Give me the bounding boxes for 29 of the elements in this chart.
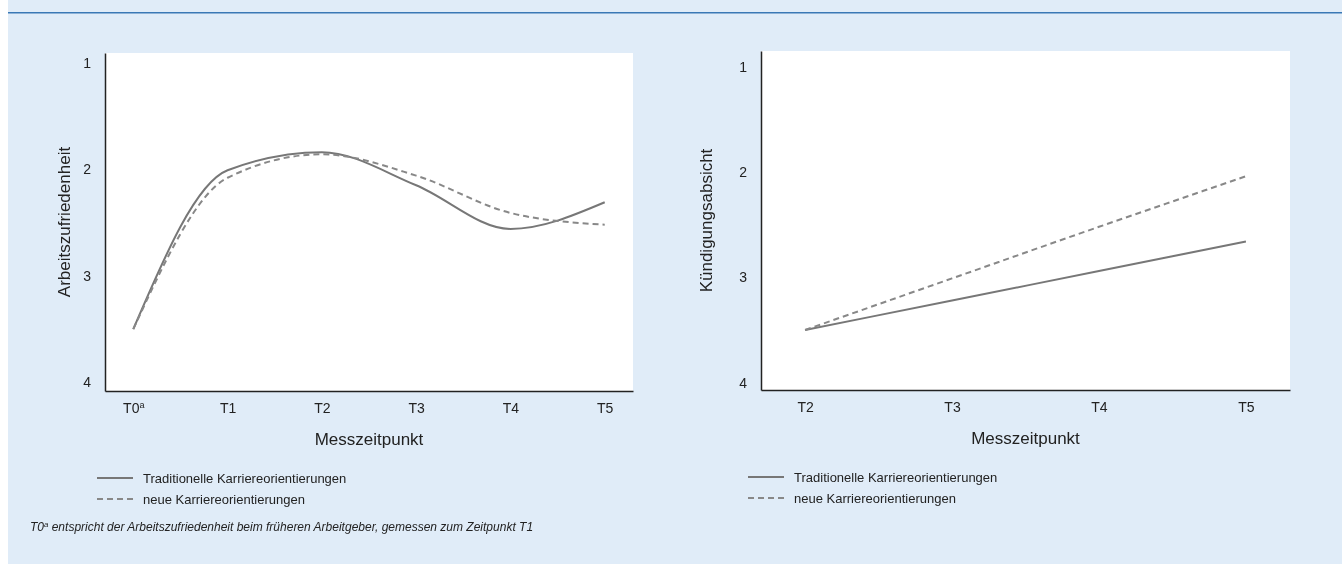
y-tick-label: 3 — [739, 269, 748, 286]
legend-label: Traditionelle Karriereorientierungen — [794, 470, 998, 485]
x-tick-label: T3 — [408, 399, 426, 416]
x-tick-label: T5 — [1238, 398, 1255, 415]
y-tick-label: 3 — [83, 267, 92, 284]
y-tick-label: 2 — [739, 164, 748, 181]
x-tick-label: T0$^{a}$ — [123, 399, 146, 416]
y-tick-label: 1 — [83, 54, 92, 71]
line-series — [804, 175, 1247, 331]
x-axis-title: Messzeitpunkt — [971, 429, 1081, 448]
x-tick-label: T3 — [944, 398, 961, 415]
line-series — [804, 240, 1247, 331]
y-tick-label: 1 — [739, 58, 748, 75]
x-axis-title: Messzeitpunkt — [314, 430, 424, 449]
y-axis-title: Arbeitszufriedenheit — [55, 146, 74, 298]
legend-label: Traditionelle Karriereorientierungen — [143, 471, 347, 486]
y-tick-label: 2 — [83, 161, 92, 178]
y-tick-label: 4 — [739, 374, 748, 391]
x-tick-label: T5 — [597, 399, 614, 416]
legend-label: neue Karriereorientierungen — [794, 491, 956, 506]
x-tick-label: T1 — [219, 399, 237, 416]
x-tick-label: T2 — [797, 398, 814, 415]
text: T0$^{a}$ entspricht der Arbeitszufriedenheit beim früheren Arbeitgeber, gemessen zum Zeitpunkt T1 — [30, 519, 534, 534]
y-tick-label: 4 — [83, 374, 92, 391]
legend-label: neue Karriereorientierungen — [143, 492, 305, 507]
x-tick-label: T4 — [502, 399, 520, 416]
x-tick-label: T2 — [314, 399, 331, 416]
x-tick-label: T4 — [1091, 398, 1108, 415]
y-axis-title: Kündigungsabsicht — [697, 148, 716, 293]
